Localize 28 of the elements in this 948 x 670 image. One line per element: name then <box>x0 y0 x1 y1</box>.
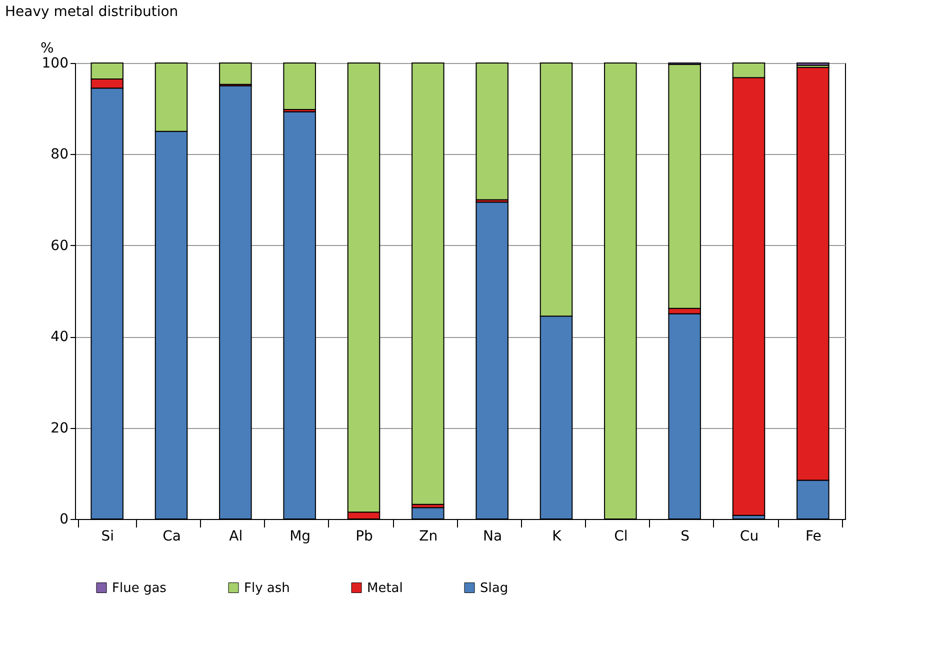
x-tick-label: Cu <box>740 528 759 544</box>
y-tick-label: 20 <box>50 420 68 436</box>
bar <box>283 62 316 110</box>
x-tick-label: Fe <box>805 528 822 544</box>
legend-label: Metal <box>367 580 403 596</box>
x-tick-label: K <box>552 528 562 544</box>
x-tick-label: Na <box>483 528 502 544</box>
legend-label: Slag <box>480 580 508 596</box>
legend-label: Fly ash <box>244 580 290 596</box>
x-tick-label: Mg <box>290 528 311 544</box>
bar <box>796 62 830 66</box>
chart-title: Heavy metal distribution <box>5 4 178 20</box>
x-tick-label: Al <box>229 528 243 544</box>
y-tick-label: 80 <box>50 146 68 163</box>
y-tick-label: 100 <box>42 56 68 72</box>
legend-label: Flue gas <box>112 580 167 596</box>
x-tick-label: Ca <box>162 528 181 544</box>
x-tick-label: Zn <box>419 528 438 544</box>
y-tick-label: 40 <box>50 329 68 346</box>
x-tick-label: Pb <box>356 528 374 544</box>
y-axis-title: % <box>40 40 54 56</box>
y-tick-label: 60 <box>50 238 68 254</box>
x-tick-label: S <box>680 528 690 544</box>
x-tick-label: Si <box>101 528 114 544</box>
bar <box>476 62 508 200</box>
x-tick-label: Cl <box>614 528 628 544</box>
y-tick-label: 0 <box>60 512 68 528</box>
bar <box>412 62 444 505</box>
